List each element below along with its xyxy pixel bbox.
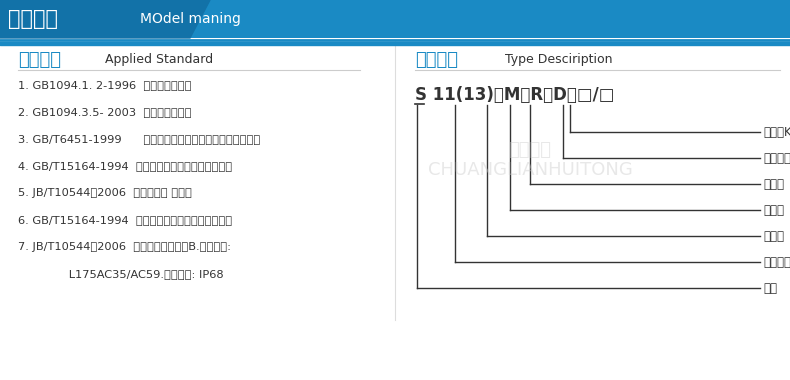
Text: 4. GB/T15164-1994  《油浸式电力变压器负载导则》: 4. GB/T15164-1994 《油浸式电力变压器负载导则》 [18, 161, 232, 171]
Text: MOdel maning: MOdel maning [140, 12, 241, 26]
Text: 6. GB/T15164-1994  《油浸式电力变压器负载导则》: 6. GB/T15164-1994 《油浸式电力变压器负载导则》 [18, 215, 232, 225]
Text: 设计序号: 设计序号 [763, 255, 790, 269]
Text: 5. JB/T10544－2006  《地下式变 压器》: 5. JB/T10544－2006 《地下式变 压器》 [18, 188, 192, 198]
Text: 地埋式: 地埋式 [763, 177, 784, 190]
Text: 产品标准: 产品标准 [18, 51, 61, 69]
Text: 全密封: 全密封 [763, 230, 784, 242]
Text: S 11(13)－M－R－D－□/□: S 11(13)－M－R－D－□/□ [415, 86, 615, 104]
Text: Applied Standard: Applied Standard [105, 54, 213, 66]
Text: 三相: 三相 [763, 282, 777, 294]
Text: 1. GB1094.1. 2-1996  《电力变压器》: 1. GB1094.1. 2-1996 《电力变压器》 [18, 80, 191, 90]
Text: 2. GB1094.3.5- 2003  《电力变压器》: 2. GB1094.3.5- 2003 《电力变压器》 [18, 107, 191, 117]
Text: 额定容量（KV）: 额定容量（KV） [763, 152, 790, 165]
Polygon shape [0, 0, 210, 38]
Text: 型号说明: 型号说明 [415, 51, 458, 69]
Text: 电压（KV）: 电压（KV） [763, 125, 790, 138]
Text: 熔断型: 熔断型 [763, 204, 784, 217]
Text: 型号含义: 型号含义 [8, 9, 58, 29]
Text: 创联汇通
CHUANGLIANHUITONG: 创联汇通 CHUANGLIANHUITONG [427, 141, 632, 179]
FancyBboxPatch shape [0, 0, 790, 38]
Text: 7. JB/T10544－2006  《地下式变压器》B.绝缘水平:: 7. JB/T10544－2006 《地下式变压器》B.绝缘水平: [18, 242, 231, 252]
Text: L175AC35/AC59.防护等级: IP68: L175AC35/AC59.防护等级: IP68 [18, 269, 224, 279]
Text: Type Desciription: Type Desciription [505, 54, 612, 66]
Text: 3. GB/T6451-1999      《三相油浸式变压器技术参数和要求》: 3. GB/T6451-1999 《三相油浸式变压器技术参数和要求》 [18, 134, 260, 144]
